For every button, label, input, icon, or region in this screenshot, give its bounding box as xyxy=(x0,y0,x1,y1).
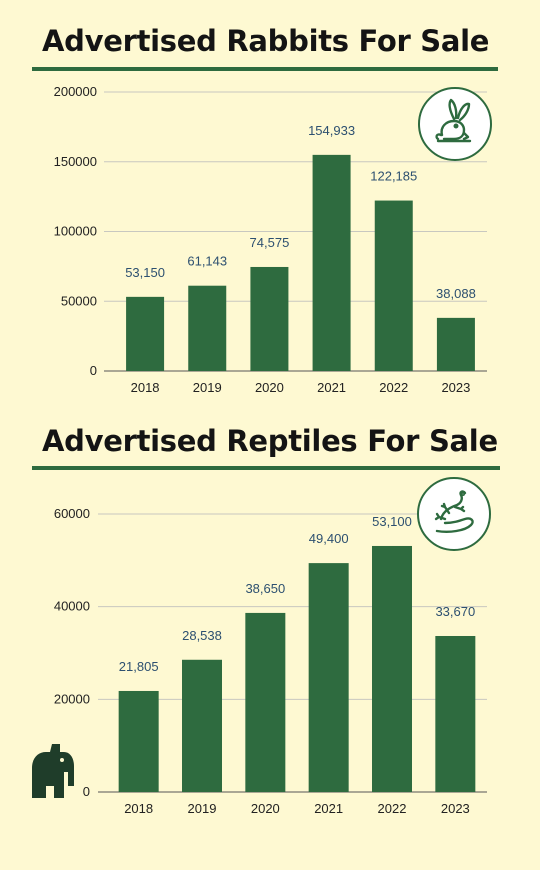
data-label: 38,088 xyxy=(436,286,476,301)
lizard-icon xyxy=(434,490,474,533)
x-tick-label: 2022 xyxy=(378,801,407,816)
rabbit-badge xyxy=(418,87,492,161)
y-tick-label: 200000 xyxy=(54,84,97,99)
bar xyxy=(182,659,222,792)
data-label: 53,100 xyxy=(372,514,412,529)
data-label: 38,650 xyxy=(245,581,285,596)
bar xyxy=(312,154,351,371)
x-tick-label: 2018 xyxy=(124,801,153,816)
data-label: 28,538 xyxy=(182,628,222,643)
y-tick-label: 50000 xyxy=(61,293,97,308)
y-tick-label: 60000 xyxy=(54,506,90,521)
bar xyxy=(308,563,349,792)
x-tick-label: 2021 xyxy=(314,801,343,816)
lizard-badge xyxy=(417,477,491,551)
data-label: 53,150 xyxy=(125,265,165,280)
y-tick-label: 20000 xyxy=(54,691,90,706)
data-label: 154,933 xyxy=(308,123,355,138)
data-label: 33,670 xyxy=(435,604,475,619)
y-tick-label: 100000 xyxy=(54,224,97,239)
elephant-logo-icon xyxy=(32,744,74,798)
rabbits-chart-title: Advertised Rabbits For Sale xyxy=(42,24,490,58)
x-tick-label: 2019 xyxy=(188,801,217,816)
reptiles-bar-chart: 0 20000 40000 60000 21,805 2018 28,538 2019 38,6… xyxy=(54,506,487,816)
y-tick-label: 150000 xyxy=(54,154,97,169)
data-label: 21,805 xyxy=(119,659,159,674)
bar xyxy=(436,317,475,371)
rabbits-title-rule xyxy=(32,67,498,71)
bar xyxy=(250,266,289,371)
x-tick-label: 2022 xyxy=(379,380,408,395)
bar xyxy=(126,296,165,371)
x-tick-label: 2020 xyxy=(255,380,284,395)
bar xyxy=(188,285,227,371)
rabbit-icon xyxy=(435,98,472,143)
bar xyxy=(118,690,159,792)
x-tick-label: 2023 xyxy=(441,380,470,395)
bar xyxy=(435,635,476,792)
data-label: 49,400 xyxy=(309,531,349,546)
y-tick-label: 0 xyxy=(83,784,90,799)
x-tick-label: 2020 xyxy=(251,801,280,816)
reptiles-panel: Advertised Reptiles For Sale 0 20000 40000… xyxy=(0,420,540,860)
data-label: 122,185 xyxy=(370,169,417,184)
bar xyxy=(374,200,413,371)
bar xyxy=(372,545,412,792)
y-tick-label: 0 xyxy=(90,363,97,378)
data-label: 74,575 xyxy=(250,235,290,250)
x-tick-label: 2021 xyxy=(317,380,346,395)
reptiles-chart-title: Advertised Reptiles For Sale xyxy=(42,424,498,458)
x-tick-label: 2018 xyxy=(131,380,160,395)
bar xyxy=(245,612,286,792)
x-tick-label: 2023 xyxy=(441,801,470,816)
rabbits-panel: Advertised Rabbits For Sale 0 50000 100000… xyxy=(0,0,540,420)
y-tick-label: 40000 xyxy=(54,599,90,614)
x-tick-label: 2019 xyxy=(193,380,222,395)
data-label: 61,143 xyxy=(187,254,227,269)
reptiles-title-rule xyxy=(32,466,500,470)
rabbits-bar-chart: 0 50000 100000 150000 200000 53,150 2018 61,143… xyxy=(54,84,487,395)
